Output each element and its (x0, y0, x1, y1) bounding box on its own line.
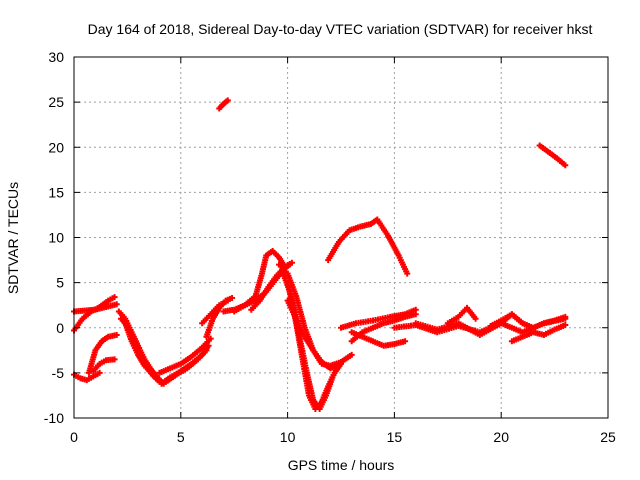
y-tick-label: 30 (48, 49, 64, 65)
y-tick-label: 25 (48, 94, 64, 110)
series-track-13 (199, 297, 231, 327)
data-point (335, 362, 342, 369)
series-track-5 (90, 356, 118, 375)
series-track-28 (487, 311, 569, 331)
series-track-27 (444, 304, 479, 327)
data-point (203, 347, 210, 354)
data-point (329, 374, 336, 381)
data-point (207, 335, 214, 342)
y-tick-label: 20 (48, 139, 64, 155)
series-track-11 (162, 347, 210, 385)
series-track-4 (85, 331, 120, 376)
y-tick-label: 15 (48, 184, 64, 200)
y-axis-title: SDTVAR / TECUs (5, 182, 21, 294)
series-track-23 (338, 306, 419, 331)
data-point (111, 294, 118, 301)
series-track-20 (284, 297, 342, 372)
series-track-8 (122, 320, 161, 382)
y-tick-label: -5 (52, 365, 65, 381)
y-tick-label: 10 (48, 230, 64, 246)
data-point (412, 306, 419, 313)
y-tick-label: -10 (44, 410, 64, 426)
series-track-21 (325, 216, 411, 277)
data-point (224, 97, 231, 104)
series-track-30 (216, 97, 231, 112)
x-tick-label: 10 (280, 429, 296, 445)
series-track-3 (71, 369, 103, 384)
data-point (96, 369, 103, 376)
series-track-24 (348, 329, 409, 349)
data-point (562, 162, 569, 169)
tick-labels: 0 5 10 15 20 25 -10 -5 0 5 10 15 20 25 30 (44, 49, 616, 445)
data-point (562, 313, 569, 320)
data-point (288, 259, 295, 266)
data-point (404, 270, 411, 277)
data-point (224, 297, 231, 304)
data-point (562, 322, 569, 329)
x-tick-label: 0 (70, 429, 78, 445)
data-point (348, 351, 355, 358)
x-tick-label: 5 (177, 429, 185, 445)
axis-ticks (73, 56, 609, 419)
chart-title: Day 164 of 2018, Sidereal Day-to-day VTE… (88, 21, 593, 37)
x-tick-label: 25 (600, 429, 616, 445)
data-points (71, 97, 569, 412)
series-track-10 (156, 335, 214, 376)
series-track-31 (536, 142, 569, 169)
x-tick-label: 15 (387, 429, 403, 445)
data-point (111, 356, 118, 363)
data-point (472, 315, 479, 322)
series-track-29 (508, 322, 569, 345)
data-point (113, 331, 120, 338)
x-axis-title: GPS time / hours (288, 457, 395, 473)
y-tick-label: 0 (56, 320, 64, 336)
data-point (113, 301, 120, 308)
data-point (229, 294, 236, 301)
y-tick-label: 5 (56, 275, 64, 291)
series-track-2 (71, 301, 120, 315)
data-point (154, 375, 161, 382)
x-tick-label: 20 (493, 429, 509, 445)
data-point (402, 338, 409, 345)
